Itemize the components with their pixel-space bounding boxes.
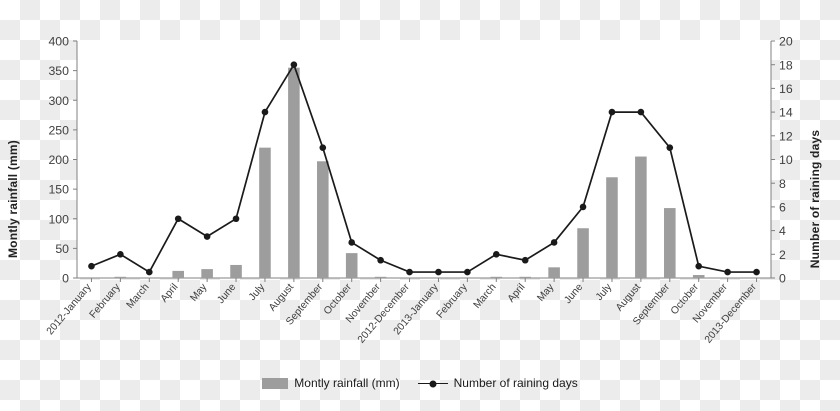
svg-text:2013-December: 2013-December	[703, 281, 759, 345]
svg-text:18: 18	[779, 58, 793, 72]
svg-text:February: February	[88, 281, 123, 320]
svg-text:2: 2	[779, 248, 786, 262]
svg-text:250: 250	[48, 123, 69, 137]
svg-text:June: June	[563, 282, 586, 306]
svg-text:10: 10	[779, 153, 793, 167]
svg-text:150: 150	[48, 183, 69, 197]
svg-text:12: 12	[779, 129, 793, 143]
svg-text:June: June	[216, 282, 239, 306]
svg-text:March: March	[472, 282, 499, 311]
svg-text:0: 0	[779, 272, 786, 286]
svg-text:2012-December: 2012-December	[356, 281, 412, 345]
svg-text:July: July	[247, 281, 268, 303]
svg-text:February: February	[435, 281, 470, 320]
svg-text:May: May	[535, 281, 556, 304]
svg-text:April: April	[506, 282, 528, 305]
svg-text:2012-January: 2012-January	[45, 281, 94, 337]
svg-text:April: April	[159, 282, 181, 305]
svg-text:4: 4	[779, 224, 786, 238]
svg-text:200: 200	[48, 153, 69, 167]
svg-text:March: March	[125, 282, 152, 311]
svg-text:July: July	[594, 281, 615, 303]
svg-text:0: 0	[62, 272, 69, 286]
svg-text:350: 350	[48, 64, 69, 78]
svg-text:20: 20	[779, 35, 793, 49]
svg-text:400: 400	[48, 35, 69, 49]
svg-text:100: 100	[48, 212, 69, 226]
svg-text:August: August	[267, 282, 296, 314]
svg-text:August: August	[614, 282, 643, 314]
svg-text:8: 8	[779, 177, 786, 191]
svg-text:16: 16	[779, 82, 793, 96]
svg-text:6: 6	[779, 201, 786, 215]
svg-text:50: 50	[55, 242, 69, 256]
svg-text:14: 14	[779, 106, 793, 120]
svg-text:May: May	[188, 281, 209, 304]
svg-text:300: 300	[48, 94, 69, 108]
